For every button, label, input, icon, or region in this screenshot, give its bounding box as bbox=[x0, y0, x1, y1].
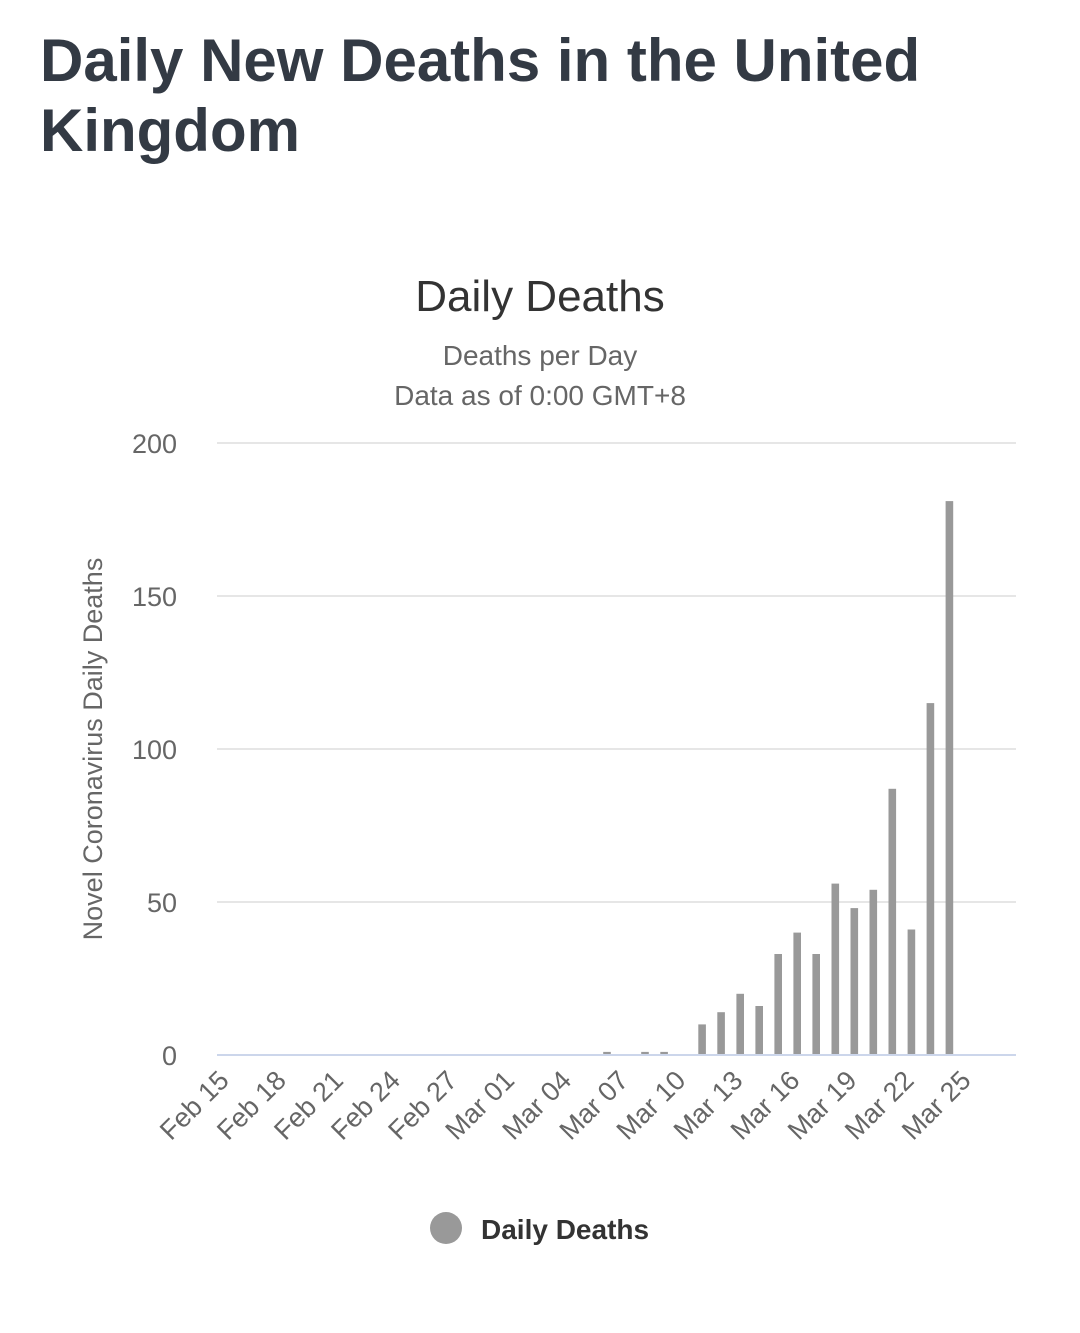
legend-marker-icon bbox=[430, 1212, 462, 1244]
legend-label[interactable]: Daily Deaths bbox=[481, 1214, 649, 1245]
bar[interactable] bbox=[793, 932, 801, 1055]
bar[interactable] bbox=[907, 929, 916, 1056]
bar[interactable] bbox=[945, 501, 954, 1056]
bar[interactable] bbox=[926, 703, 935, 1055]
bar[interactable] bbox=[888, 788, 897, 1055]
y-tick-label: 50 bbox=[147, 888, 177, 918]
chart-subtitle-line-1: Deaths per Day bbox=[443, 340, 638, 371]
bar[interactable] bbox=[869, 889, 878, 1055]
y-tick-label: 150 bbox=[132, 582, 177, 612]
gridlines bbox=[217, 442, 1016, 903]
chart-title: Daily Deaths bbox=[415, 272, 664, 321]
bar[interactable] bbox=[660, 1051, 668, 1055]
bar[interactable] bbox=[755, 1006, 763, 1055]
bar[interactable] bbox=[774, 954, 782, 1055]
bar[interactable] bbox=[812, 954, 820, 1055]
bar[interactable] bbox=[850, 908, 859, 1055]
y-axis-ticks: 0 50 100 150 200 bbox=[132, 429, 177, 1071]
bars bbox=[217, 501, 1016, 1056]
bar[interactable] bbox=[603, 1051, 611, 1055]
bar[interactable] bbox=[698, 1024, 706, 1055]
page-title: Daily New Deaths in the United Kingdom bbox=[40, 27, 921, 164]
bar[interactable] bbox=[717, 1012, 725, 1055]
y-tick-label: 100 bbox=[132, 735, 177, 765]
bar[interactable] bbox=[736, 993, 744, 1055]
chart-subtitle-line-2: Data as of 0:00 GMT+8 bbox=[394, 380, 686, 411]
y-tick-label: 0 bbox=[162, 1041, 177, 1071]
bar[interactable] bbox=[641, 1051, 649, 1055]
y-tick-label: 200 bbox=[132, 429, 177, 459]
y-axis-title: Novel Coronavirus Daily Deaths bbox=[78, 558, 108, 941]
bar[interactable] bbox=[831, 883, 840, 1055]
legend[interactable]: Daily Deaths bbox=[430, 1212, 649, 1245]
